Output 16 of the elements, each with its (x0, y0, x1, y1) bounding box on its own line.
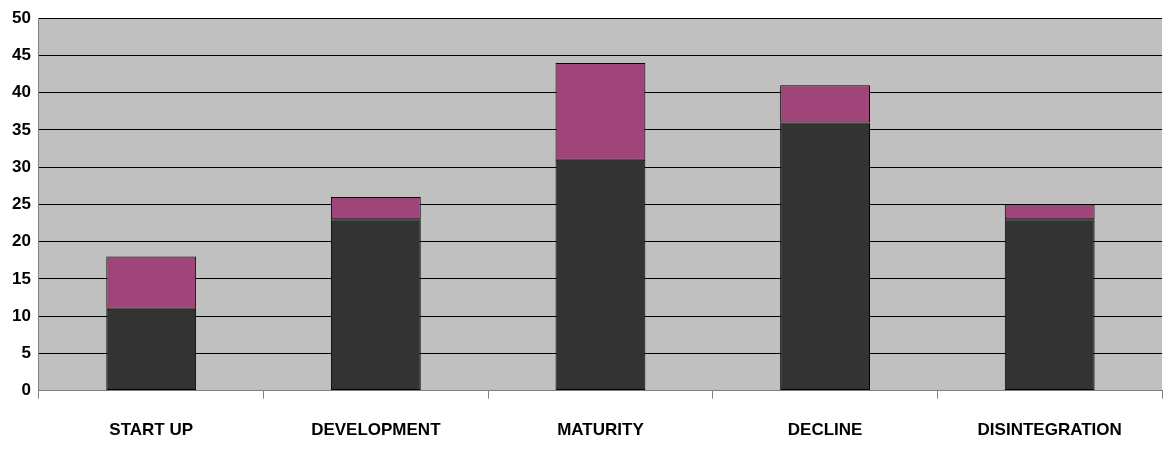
y-tick-label: 40 (11, 82, 31, 102)
x-tick-label: MATURITY (557, 420, 645, 440)
y-tick-label: 25 (11, 194, 31, 214)
x-tick-label: DISINTEGRATION (977, 420, 1122, 440)
y-tick-label: 15 (11, 268, 31, 288)
y-tick-label: 20 (11, 231, 31, 251)
y-tick-label: 0 (21, 380, 31, 400)
y-tick-label: 50 (11, 7, 31, 27)
y-tick-label: 35 (11, 119, 31, 139)
x-tick-label: DEVELOPMENT (311, 420, 442, 440)
x-tick-label: START UP (109, 420, 194, 440)
y-tick-label: 5 (21, 343, 31, 363)
x-tick-label: DECLINE (787, 420, 863, 440)
y-tick-label: 10 (11, 305, 31, 325)
y-tick-label: 30 (11, 156, 31, 176)
y-tick-label: 45 (11, 45, 31, 65)
